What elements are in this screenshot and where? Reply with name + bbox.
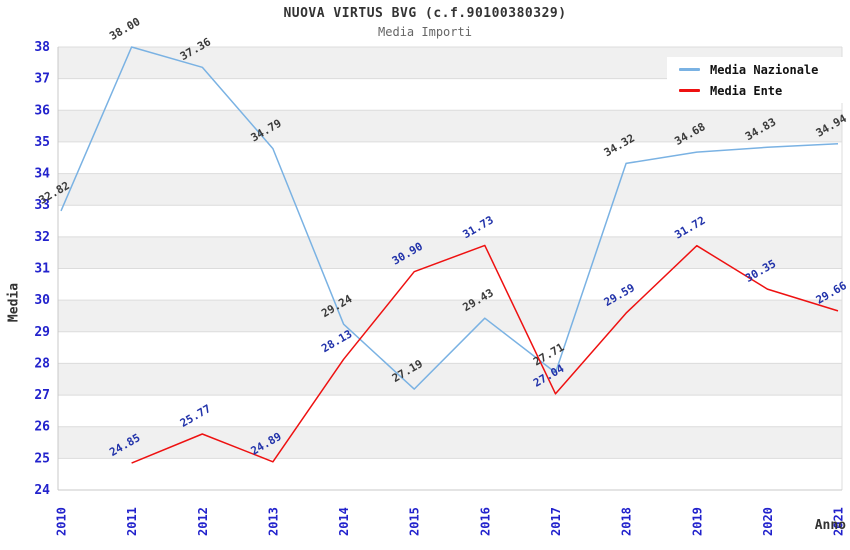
y-axis-label: Media	[6, 282, 22, 323]
point-label: 25.77	[178, 402, 213, 430]
y-tick-label: 36	[34, 103, 50, 118]
x-tick-label: 2016	[478, 507, 492, 536]
y-tick-label: 26	[34, 420, 50, 435]
legend-label-nazionale: Media Nazionale	[710, 62, 819, 77]
y-tick-label: 31	[34, 262, 50, 277]
band-row	[58, 173, 842, 206]
legend-swatch-nazionale	[679, 68, 700, 71]
x-tick-label: 2018	[620, 507, 634, 536]
y-tick-label: 24	[34, 483, 50, 498]
x-axis-label: Anno	[814, 518, 846, 533]
x-tick-label: 2013	[266, 507, 280, 536]
y-tick-label: 27	[34, 388, 50, 403]
band-row	[58, 300, 842, 332]
x-tick-label: 2017	[549, 507, 563, 536]
x-tick-label: 2011	[125, 507, 139, 536]
x-tick-label: 2012	[196, 507, 210, 536]
band-row	[58, 426, 842, 459]
legend-item-media-ente: Media Ente	[667, 84, 850, 98]
x-tick-label: 2014	[337, 507, 351, 536]
series-line-media-nazionale	[60, 46, 839, 390]
y-tick-labels: 24 25 26 27 28 29 30 31 32 33 34 35 36 37 38	[34, 40, 50, 498]
y-tick-label: 28	[34, 356, 50, 371]
band-row	[58, 363, 842, 396]
y-tick-label: 25	[34, 451, 50, 466]
y-tick-label: 34	[34, 167, 50, 182]
x-tick-label: 2019	[690, 507, 704, 536]
y-tick-label: 29	[34, 325, 50, 340]
y-tick-label: 35	[34, 135, 50, 150]
legend-item-media-nazionale: Media Nazionale	[667, 63, 850, 77]
y-tick-label: 30	[34, 293, 50, 308]
x-tick-labels: 2010 2011 2012 2013 2014 2015 2016 2017 2018 2019…	[55, 507, 846, 536]
x-tick-label: 2020	[761, 507, 775, 536]
legend: Media Nazionale Media Ente	[667, 57, 850, 103]
y-tick-label: 33	[34, 198, 50, 213]
y-tick-label: 38	[34, 40, 50, 55]
chart-subtitle: Media Importi	[378, 25, 472, 39]
band-row	[58, 110, 842, 142]
x-tick-label: 2010	[55, 507, 69, 536]
x-tick-label: 2015	[408, 507, 422, 536]
legend-swatch-ente	[679, 89, 700, 92]
y-tick-label: 32	[34, 230, 50, 245]
band-row	[58, 236, 842, 269]
y-tick-label: 37	[34, 72, 50, 87]
chart-title: NUOVA VIRTUS BVG (c.f.90100380329)	[283, 6, 567, 21]
legend-label-ente: Media Ente	[710, 83, 783, 98]
plot-bands	[58, 47, 842, 459]
series-line-media-ente	[131, 244, 839, 464]
x-tick-label: 2021	[832, 507, 846, 536]
